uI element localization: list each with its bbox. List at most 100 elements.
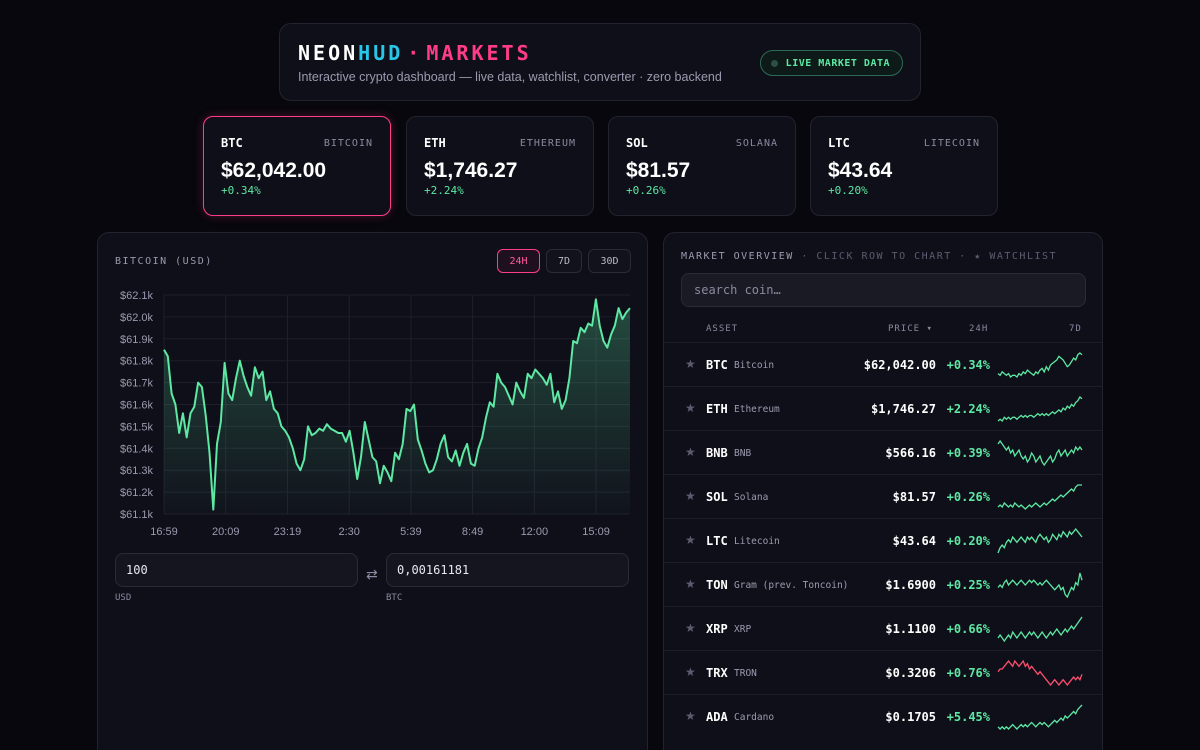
row-change: +5.45% — [946, 710, 990, 724]
price-area-fill — [164, 299, 630, 514]
y-tick-label: $61.6k — [120, 400, 154, 412]
brand-logo: NEONHUD · MARKETS — [298, 41, 532, 65]
range-30d-button[interactable]: 30D — [588, 249, 631, 273]
row-name: Ethereum — [734, 404, 780, 415]
price-chart[interactable]: $62.1k $62.0k $61.9k $61.8k $61.7k $61.6k $61.… — [98, 283, 649, 583]
ticker-price: $1,746.27 — [424, 159, 518, 182]
y-tick-label: $61.7k — [120, 378, 154, 390]
market-row-trx[interactable]: ★ TRX TRON $0.3206 +0.76% — [664, 650, 1102, 694]
row-name: Cardano — [734, 712, 775, 723]
row-name: BNB — [734, 448, 752, 459]
row-name: Litecoin — [734, 536, 780, 547]
watchlist-star-icon[interactable]: ★ — [685, 357, 696, 371]
market-title-main: MARKET OVERVIEW — [681, 251, 794, 262]
column-header-7d[interactable]: 7D — [1069, 324, 1082, 334]
row-change: +2.24% — [946, 402, 990, 416]
ticker-card-btc[interactable]: BTC BITCOIN $62,042.00 +0.34% — [203, 116, 391, 216]
ticker-price: $43.64 — [828, 159, 893, 182]
market-row-sol[interactable]: ★ SOL Solana $81.57 +0.26% — [664, 474, 1102, 518]
column-header-asset[interactable]: ASSET — [706, 324, 739, 334]
y-tick-label: $61.9k — [120, 334, 154, 346]
market-row-ada[interactable]: ★ ADA Cardano $0.1705 +5.45% — [664, 694, 1102, 738]
price-chart-panel: BITCOIN (USD) 24H 7D 30D $62.1k $62.0k $61… — [97, 232, 648, 750]
watchlist-star-icon[interactable]: ★ — [685, 445, 696, 459]
x-tick-label: 16:59 — [150, 526, 178, 538]
row-name: TRON — [734, 668, 757, 679]
row-price: $43.64 — [892, 534, 936, 548]
sparkline-7d — [997, 527, 1083, 554]
swap-icon[interactable]: ⇄ — [366, 566, 378, 582]
chart-title: BITCOIN (USD) — [115, 256, 213, 267]
ticker-change: +2.24% — [424, 184, 464, 197]
row-price: $566.16 — [885, 446, 936, 460]
watchlist-star-icon[interactable]: ★ — [685, 709, 696, 723]
row-symbol: BNB — [706, 446, 728, 460]
market-row-ltc[interactable]: ★ LTC Litecoin $43.64 +0.20% — [664, 518, 1102, 562]
y-tick-label: $62.0k — [120, 312, 154, 324]
row-change: +0.34% — [946, 358, 990, 372]
range-24h-button[interactable]: 24H — [497, 249, 540, 273]
brand-neon: NEON — [298, 41, 359, 65]
ticker-name: SOLANA — [735, 138, 778, 149]
x-tick-label: 5:39 — [400, 526, 421, 538]
market-row-bnb[interactable]: ★ BNB BNB $566.16 +0.39% — [664, 430, 1102, 474]
y-tick-label: $61.5k — [120, 421, 154, 433]
brand-markets: MARKETS — [426, 41, 532, 65]
ticker-change: +0.34% — [221, 184, 261, 197]
live-status-badge: LIVE MARKET DATA — [759, 50, 903, 76]
sparkline-7d — [997, 484, 1082, 510]
x-tick-label: 20:09 — [212, 526, 240, 538]
sparkline-7d — [997, 572, 1083, 599]
ticker-price: $81.57 — [626, 159, 691, 182]
ticker-card-sol[interactable]: SOL SOLANA $81.57 +0.26% — [608, 116, 796, 216]
sparkline-path — [997, 572, 1083, 599]
market-title-sub: · CLICK ROW TO CHART · ★ WATCHLIST — [793, 251, 1058, 262]
ticker-name: BITCOIN — [323, 138, 373, 149]
row-symbol: TON — [706, 578, 728, 592]
x-tick-label: 15:09 — [582, 526, 610, 538]
row-price: $62,042.00 — [863, 358, 936, 372]
btc-amount-input[interactable] — [386, 553, 629, 587]
row-price: $81.57 — [892, 490, 936, 504]
row-price: $1.6900 — [885, 578, 936, 592]
sparkline-7d — [997, 616, 1083, 643]
sparkline-path — [997, 616, 1083, 643]
row-symbol: SOL — [706, 490, 728, 504]
ticker-card-ltc[interactable]: LTC LITECOIN $43.64 +0.20% — [810, 116, 998, 216]
column-header-24h[interactable]: 24H — [969, 324, 989, 334]
y-tick-label: $61.8k — [120, 356, 154, 368]
market-row-xrp[interactable]: ★ XRP XRP $1.1100 +0.66% — [664, 606, 1102, 650]
ticker-name: ETHEREUM — [519, 138, 576, 149]
watchlist-star-icon[interactable]: ★ — [685, 665, 696, 679]
brand-separator: · — [407, 41, 423, 65]
row-name: XRP — [734, 624, 752, 635]
range-7d-button[interactable]: 7D — [546, 249, 582, 273]
x-tick-label: 2:30 — [338, 526, 359, 538]
row-price: $1,746.27 — [870, 402, 936, 416]
market-row-ton[interactable]: ★ TON Gram (prev. Toncoin) $1.6900 +0.25% — [664, 562, 1102, 606]
row-symbol: ADA — [706, 710, 728, 724]
market-row-btc[interactable]: ★ BTC Bitcoin $62,042.00 +0.34% — [664, 342, 1102, 386]
y-tick-label: $61.1k — [120, 509, 154, 521]
ticker-symbol: BTC — [221, 136, 243, 150]
sparkline-path — [997, 395, 1083, 423]
row-name: Bitcoin — [734, 360, 775, 371]
row-change: +0.39% — [946, 446, 990, 460]
y-tick-label: $61.4k — [120, 443, 154, 455]
usd-amount-input[interactable] — [115, 553, 358, 587]
column-header-price[interactable]: PRICE ▾ — [888, 324, 933, 334]
live-dot-icon — [770, 59, 778, 67]
coin-search-input[interactable] — [681, 273, 1086, 307]
watchlist-star-icon[interactable]: ★ — [685, 489, 696, 503]
btc-label: BTC — [386, 593, 403, 603]
row-change: +0.66% — [946, 622, 990, 636]
watchlist-star-icon[interactable]: ★ — [685, 621, 696, 635]
ticker-card-eth[interactable]: ETH ETHEREUM $1,746.27 +2.24% — [406, 116, 594, 216]
watchlist-star-icon[interactable]: ★ — [685, 401, 696, 415]
sparkline-path — [997, 704, 1083, 730]
watchlist-star-icon[interactable]: ★ — [685, 533, 696, 547]
row-change: +0.25% — [946, 578, 990, 592]
market-row-eth[interactable]: ★ ETH Ethereum $1,746.27 +2.24% — [664, 386, 1102, 430]
row-change: +0.20% — [946, 534, 990, 548]
watchlist-star-icon[interactable]: ★ — [685, 577, 696, 591]
